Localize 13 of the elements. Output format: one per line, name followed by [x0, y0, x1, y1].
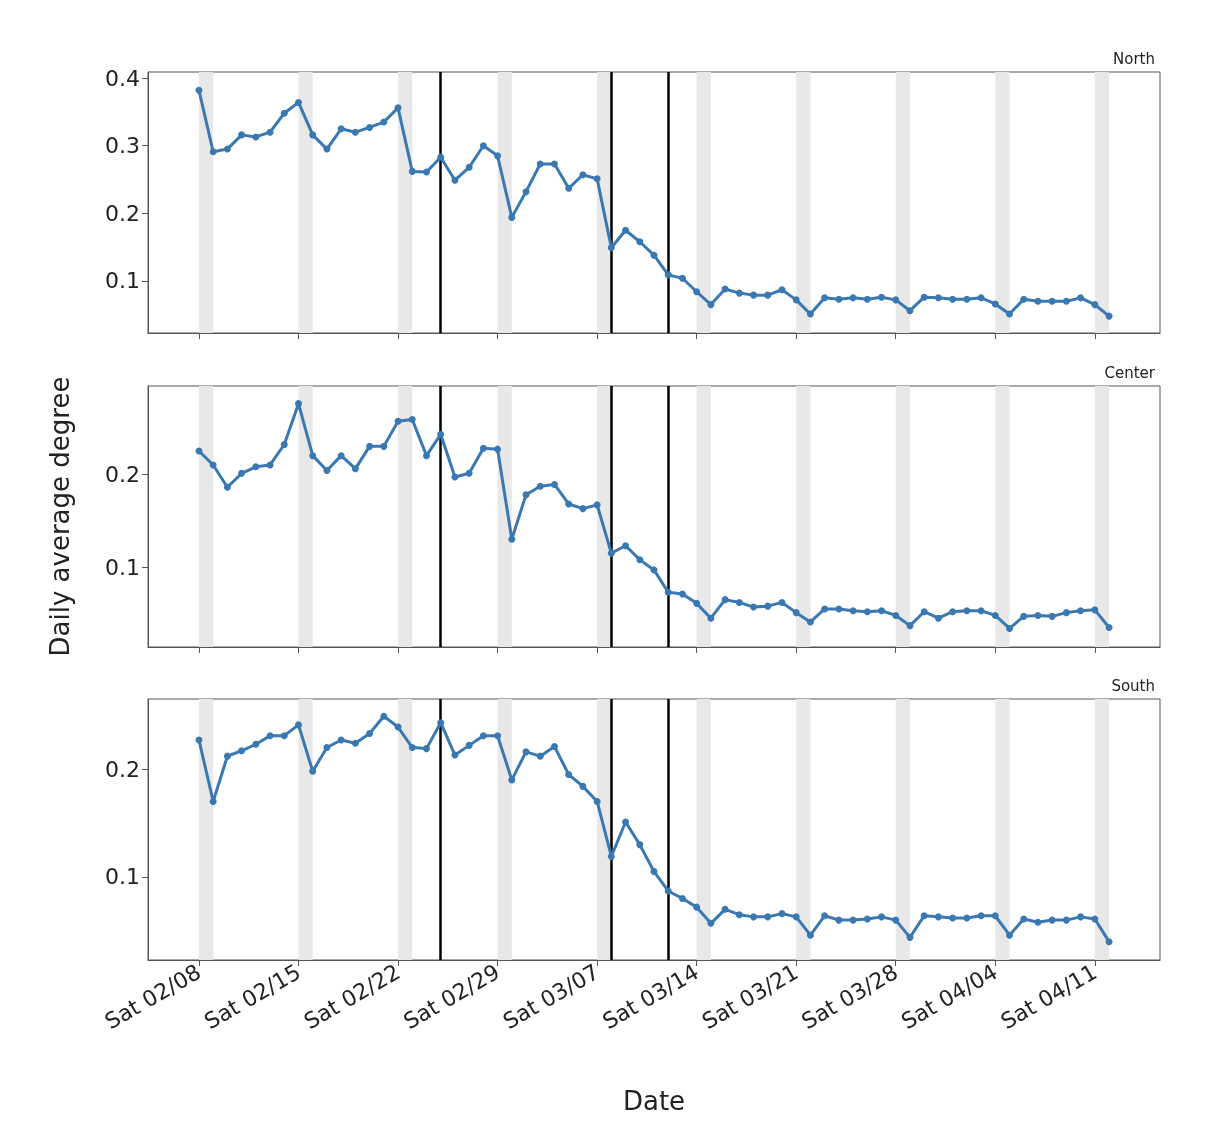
y-tick-label: 0.4: [105, 65, 140, 91]
y-tick-label: 0.2: [105, 200, 140, 226]
y-tick-label: 0.2: [105, 756, 140, 782]
y-tick-label: 0.3: [105, 133, 140, 159]
y-tick-label: 0.1: [105, 268, 140, 294]
chart-title: North: [1113, 49, 1155, 68]
y-axis-title: Daily average degree: [45, 376, 75, 657]
x-axis-title: Date: [622, 1086, 686, 1116]
y-tick-label: 0.1: [105, 864, 140, 890]
y-tick-label: 0.2: [105, 461, 140, 487]
chart-title: South: [1111, 676, 1155, 695]
y-tick-label: 0.1: [105, 554, 140, 580]
chart-title: Center: [1104, 363, 1156, 382]
